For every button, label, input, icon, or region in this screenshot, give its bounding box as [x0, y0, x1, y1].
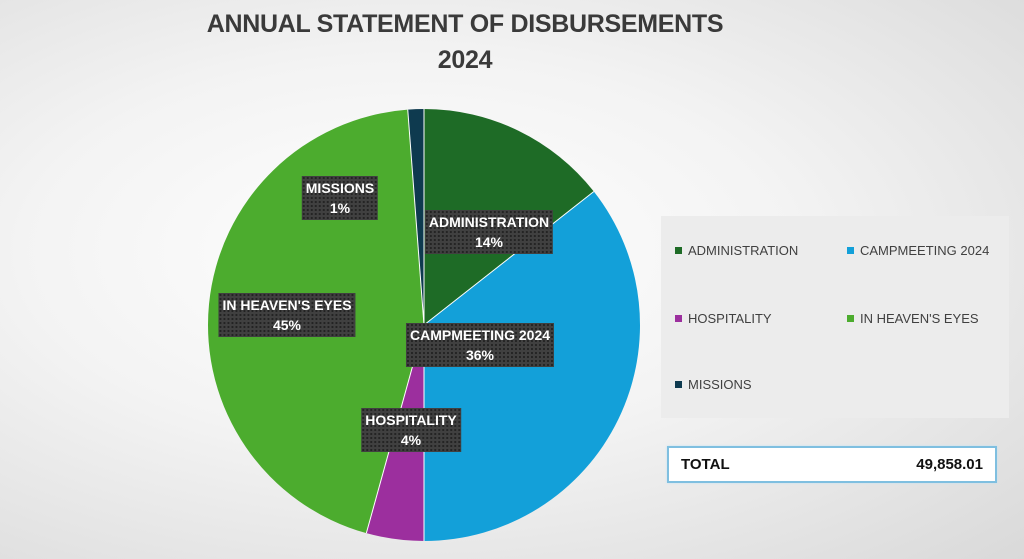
legend-item: CAMPMEETING 2024 [847, 243, 989, 258]
chart-title: ANNUAL STATEMENT OF DISBURSEMENTS 2024 [90, 6, 840, 78]
chart-title-line1: ANNUAL STATEMENT OF DISBURSEMENTS [206, 10, 724, 38]
legend-label: HOSPITALITY [688, 311, 772, 326]
chart-title-line2: 2024 [437, 46, 493, 74]
legend-swatch [847, 315, 854, 322]
legend-item: ADMINISTRATION [675, 243, 798, 258]
legend-label: MISSIONS [688, 377, 752, 392]
slice-separator [423, 191, 595, 326]
data-label-category: IN HEAVEN'S EYES [222, 297, 352, 313]
slice-separator [407, 109, 425, 326]
data-label-percent: 4% [400, 432, 422, 448]
legend-item: HOSPITALITY [675, 311, 772, 326]
total-value: 49,858.01 [916, 456, 983, 473]
data-label-percent: 14% [474, 234, 504, 250]
legend-label: CAMPMEETING 2024 [860, 243, 990, 258]
legend-label: ADMINISTRATION [688, 243, 799, 258]
legend-swatch [675, 247, 682, 254]
data-label: HOSPITALITY 4% [361, 408, 461, 452]
data-label-category: HOSPITALITY [365, 412, 457, 428]
legend-swatch [847, 247, 854, 254]
legend-swatch [675, 315, 682, 322]
legend: ADMINISTRATION CAMPMEETING 2024 HOSPITALIT… [661, 216, 1009, 418]
data-label-percent: 45% [272, 317, 302, 333]
total-box: TOTAL 49,858.01 [667, 446, 997, 483]
legend-label: IN HEAVEN'S EYES [860, 311, 979, 326]
data-label-percent: 1% [329, 200, 351, 216]
data-label: CAMPMEETING 2024 36% [405, 323, 555, 367]
data-label-percent: 36% [465, 347, 495, 363]
data-label-category: ADMINISTRATION [428, 214, 550, 230]
legend-item: IN HEAVEN'S EYES [847, 311, 979, 326]
data-label: MISSIONS 1% [301, 176, 379, 220]
data-label: IN HEAVEN'S EYES 45% [218, 293, 356, 337]
data-label: ADMINISTRATION 14% [424, 210, 554, 254]
data-label-category: CAMPMEETING 2024 [409, 327, 551, 343]
total-label: TOTAL [681, 456, 730, 473]
legend-swatch [675, 381, 682, 388]
data-label-category: MISSIONS [305, 180, 375, 196]
legend-item: MISSIONS [675, 377, 752, 392]
